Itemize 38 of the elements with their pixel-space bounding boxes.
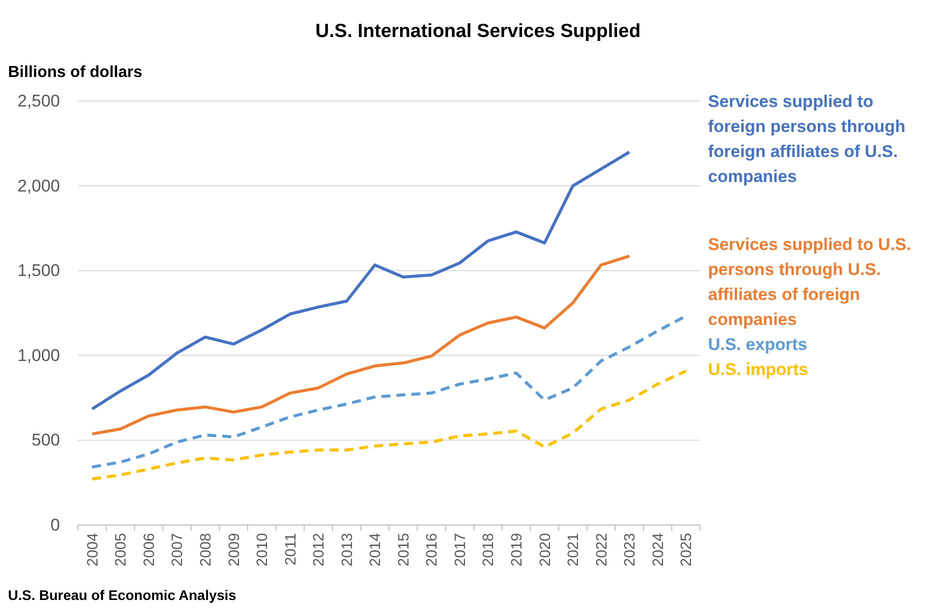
text: Services supplied to U.S. persons through U.S. affiliates of foreign companies [708, 234, 912, 329]
x-tick-label: 2007 [169, 533, 186, 566]
x-tick-label: 2004 [84, 533, 102, 566]
x-tick-label: 2023 [622, 533, 639, 566]
x-tick-label: 2015 [395, 533, 412, 566]
y-tick-label: 2,500 [17, 91, 60, 110]
x-tick-label: 2010 [254, 533, 272, 566]
y-tick-label: 1,500 [17, 261, 60, 280]
x-tick-label: 2014 [367, 533, 384, 566]
series-label: U.S. exports [708, 334, 808, 354]
text: Services supplied to foreign persons through foreign affiliates of U.S. companies [708, 92, 906, 186]
x-tick-label: 2005 [112, 533, 130, 566]
x-tick-label: 2012 [310, 533, 328, 566]
x-tick-label: 2018 [480, 533, 498, 566]
x-tick-label: 2008 [197, 533, 214, 566]
x-tick-label: 2006 [140, 533, 158, 566]
line-series [90, 150, 631, 410]
x-tick-label: 2025 [678, 533, 696, 566]
x-tick-label: 2016 [424, 533, 441, 566]
y-axis-title: Billions of dollars [8, 64, 142, 81]
x-tick-label: 2017 [452, 533, 469, 566]
x-tick-label: 2021 [565, 533, 582, 566]
chart-title: U.S. International Services Supplied [315, 21, 641, 42]
x-tick-label: 2013 [338, 533, 356, 566]
x-tick-label: 2011 [282, 533, 300, 566]
x-tick-label: 2009 [226, 533, 243, 566]
x-tick-label: 2020 [536, 533, 554, 566]
text: U.S. Bureau of Economic Analysis [8, 587, 236, 603]
line-series [90, 370, 688, 481]
x-tick-label: 2024 [650, 533, 667, 566]
x-tick-label: 2022 [593, 533, 610, 566]
x-tick-label: 2019 [508, 533, 526, 566]
line-series [90, 254, 631, 436]
y-tick-label: 1,000 [17, 346, 60, 365]
series-label: U.S. imports [708, 360, 808, 379]
y-tick-label: 0 [50, 515, 60, 534]
y-tick-label: 2,000 [17, 176, 60, 196]
y-tick-label: 500 [32, 430, 60, 450]
